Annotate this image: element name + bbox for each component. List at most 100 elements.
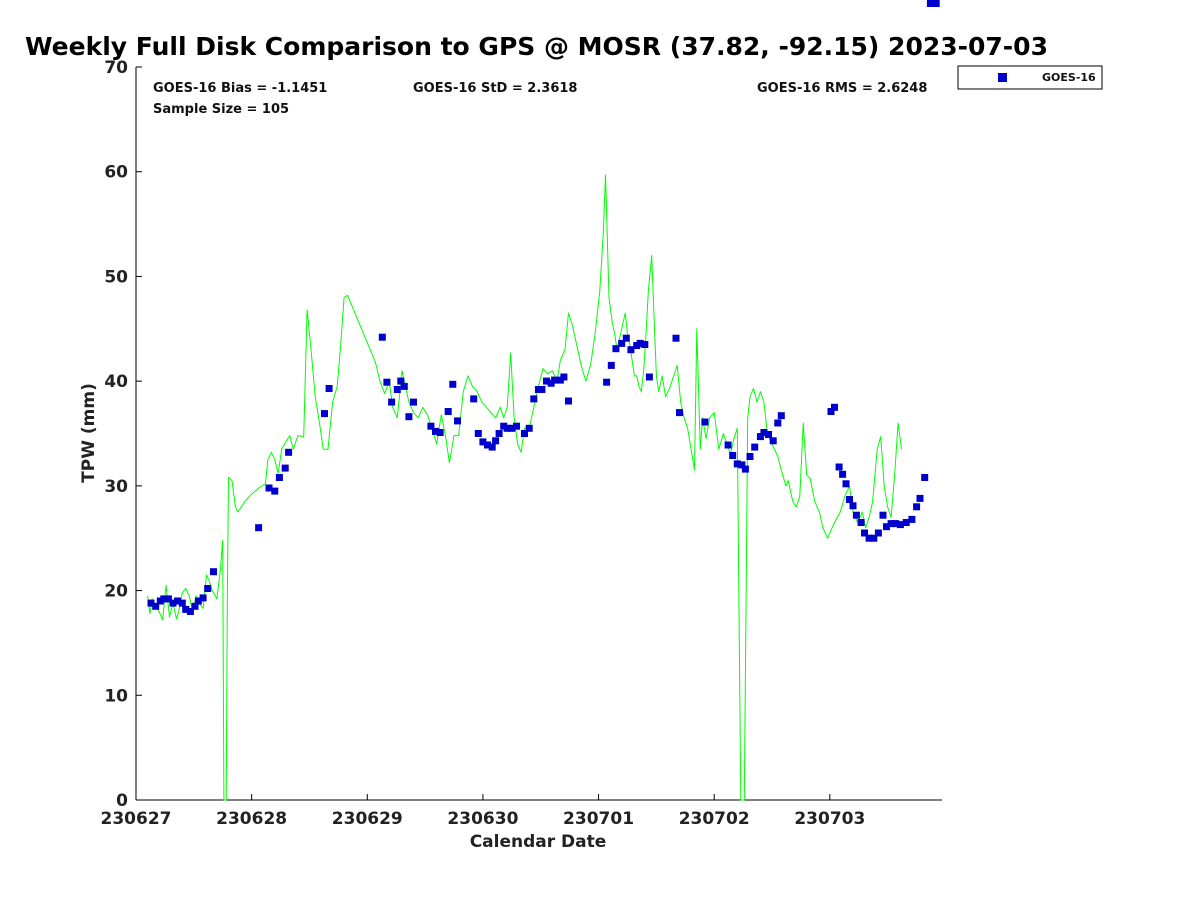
goes16-point: [275, 474, 283, 481]
goes16-point: [474, 430, 482, 437]
goes16-point: [436, 429, 444, 436]
goes16-point: [902, 519, 910, 526]
goes16-point: [607, 361, 615, 369]
goes16-point: [777, 412, 785, 420]
goes16-point: [932, 0, 940, 7]
legend-box: [957, 65, 1103, 90]
goes16-point: [271, 487, 279, 495]
goes16-point: [432, 427, 439, 435]
goes16-point: [410, 398, 417, 406]
legend: GOES-16: [957, 65, 1103, 90]
goes-series: [147, 0, 940, 615]
goes16-point: [530, 395, 538, 403]
y-tick-label: 10: [104, 686, 128, 706]
goes16-point: [852, 511, 860, 519]
gps-series: [147, 174, 902, 801]
goes16-point: [870, 534, 878, 542]
plot-axes: [135, 67, 942, 801]
sample-size-stat: Sample Size = 105: [153, 102, 289, 117]
goes16-point: [470, 395, 478, 403]
x-tick-label: 230703: [794, 809, 865, 829]
goes16-point: [921, 474, 929, 481]
goes16-point: [210, 568, 217, 576]
goes16-point: [842, 480, 850, 488]
goes16-point: [454, 417, 461, 425]
goes16-point: [849, 502, 857, 510]
goes16-point: [618, 339, 626, 347]
goes16-point: [281, 464, 289, 472]
goes16-point: [388, 398, 396, 406]
goes16-point: [612, 345, 620, 353]
std-stat: GOES-16 StD = 2.3618: [413, 81, 577, 96]
goes16-point: [896, 521, 904, 529]
goes16-point: [427, 422, 435, 430]
goes16-point: [729, 452, 737, 459]
x-tick-label: 230702: [679, 809, 750, 829]
goes16-point: [400, 382, 408, 390]
y-tick-label: 50: [104, 267, 128, 287]
goes16-point: [265, 484, 273, 492]
goes16-point: [645, 373, 653, 381]
y-tick-label: 20: [104, 582, 128, 602]
goes16-point: [194, 597, 202, 605]
goes16-point: [285, 448, 293, 456]
goes16-point: [397, 377, 405, 385]
goes16-point: [916, 494, 924, 502]
chart-title: Weekly Full Disk Comparison to GPS @ MOS…: [25, 32, 1048, 61]
goes16-point: [199, 594, 207, 602]
goes16-point: [325, 385, 333, 392]
goes16-point: [839, 470, 847, 478]
goes16-point: [701, 418, 709, 426]
y-tick-label: 40: [104, 372, 128, 392]
goes16-point: [444, 408, 452, 415]
goes16-point: [513, 422, 520, 430]
goes16-point: [861, 529, 868, 537]
goes16-point: [724, 441, 732, 449]
goes16-point: [255, 524, 263, 532]
goes16-point: [636, 339, 644, 347]
goes16-point: [733, 460, 741, 468]
goes16-point: [169, 599, 177, 607]
goes16-point: [741, 465, 749, 473]
goes16-point: [186, 608, 194, 615]
goes16-point: [383, 378, 391, 386]
goes16-point: [765, 431, 772, 438]
goes16-point: [147, 599, 155, 607]
y-axis-ticks: 0 10 20 30 40 50 60 70: [104, 58, 142, 811]
y-tick-label: 60: [104, 163, 128, 183]
goes16-point: [874, 529, 882, 537]
x-tick-label: 230701: [563, 809, 634, 829]
goes16-point: [738, 461, 746, 469]
y-axis-label: TPW (mm): [79, 383, 99, 483]
goes16-point: [641, 341, 649, 348]
bias-stat: GOES-16 Bias = -1.1451: [153, 81, 327, 96]
goes16-point: [565, 397, 572, 405]
y-tick-label: 70: [104, 58, 128, 78]
y-tick-label: 0: [116, 791, 128, 811]
goes16-point: [160, 595, 168, 603]
goes16-point: [178, 599, 186, 607]
x-tick-label: 230629: [332, 809, 403, 829]
rms-stat: GOES-16 RMS = 2.6248: [757, 81, 927, 96]
goes16-point: [503, 424, 511, 432]
goes16-point: [378, 333, 386, 341]
goes16-point: [627, 346, 635, 354]
goes16-point: [525, 424, 533, 432]
goes16-point: [827, 408, 835, 415]
goes16-point: [857, 519, 865, 526]
goes16-point: [746, 453, 754, 460]
goes16-point: [756, 433, 764, 441]
gps-line: [147, 174, 902, 801]
goes16-point: [751, 443, 759, 451]
goes16-point: [538, 386, 546, 393]
x-axis-ticks: 230627 230628 230629 230630 230701 230702 2307…: [101, 794, 865, 829]
goes16-point: [484, 441, 491, 449]
goes16-point: [488, 443, 496, 451]
goes16-point: [321, 410, 328, 418]
goes16-point: [908, 515, 916, 523]
x-tick-label: 230627: [101, 809, 172, 829]
goes16-point: [174, 597, 182, 605]
goes16-point: [152, 602, 160, 610]
